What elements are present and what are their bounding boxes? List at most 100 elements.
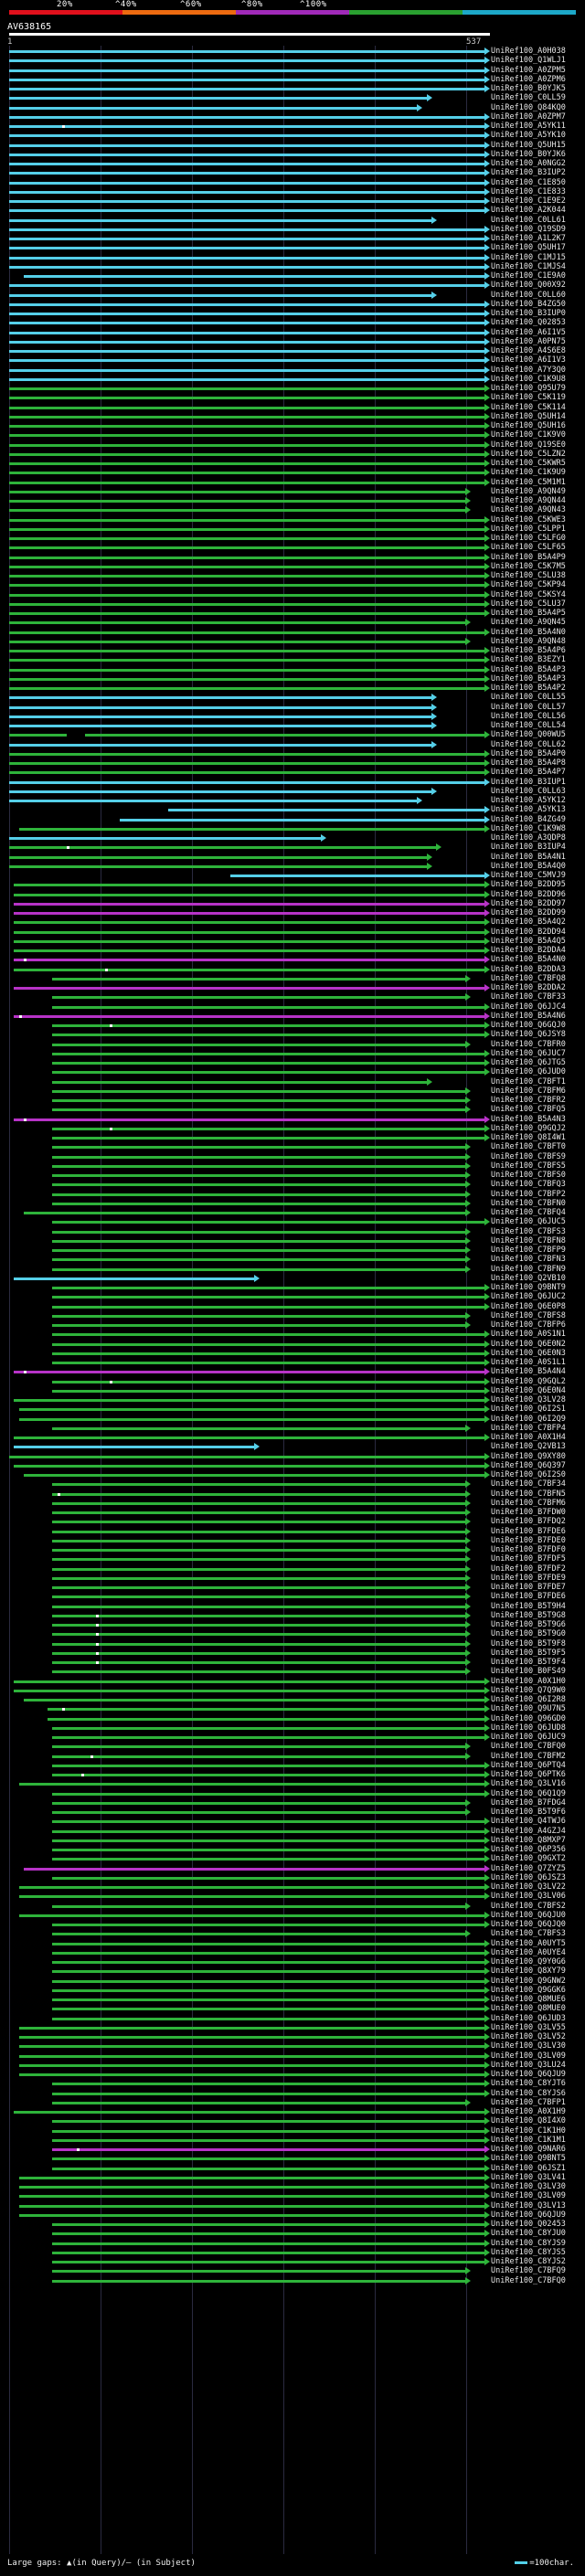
hit-label[interactable]: UniRef100_C1K9U9 — [491, 468, 566, 478]
hit-bar[interactable] — [14, 968, 484, 971]
hit-bar[interactable] — [52, 1342, 484, 1346]
hit-bar[interactable] — [9, 518, 484, 522]
hit-row[interactable]: UniRef100_B2DD96 — [0, 890, 585, 899]
hit-bar[interactable] — [18, 2036, 484, 2039]
hit-label[interactable]: UniRef100_B2DD94 — [491, 927, 566, 937]
hit-label[interactable]: UniRef100_Q4TWJ6 — [491, 1817, 566, 1827]
hit-row[interactable]: UniRef100_Q9GGK6 — [0, 1985, 585, 1995]
hit-label[interactable]: UniRef100_Q6Q1Q9 — [491, 1788, 566, 1798]
hit-bar[interactable] — [14, 884, 484, 887]
hit-label[interactable]: UniRef100_B5T9G8 — [491, 1610, 566, 1620]
hit-bar[interactable] — [52, 2008, 484, 2011]
hit-bar[interactable] — [52, 1567, 465, 1571]
hit-row[interactable]: UniRef100_A9QN45 — [0, 619, 585, 627]
hit-label[interactable]: UniRef100_Q6QJU9 — [491, 2070, 566, 2079]
hit-label[interactable]: UniRef100_C1K9U8 — [491, 374, 566, 384]
hit-row[interactable]: UniRef100_A0X1H0 — [0, 1677, 585, 1686]
hit-row[interactable]: UniRef100_C7BFQ3 — [0, 1181, 585, 1189]
hit-bar[interactable] — [9, 715, 432, 718]
hit-row[interactable]: UniRef100_Q00X92 — [0, 281, 585, 290]
hit-label[interactable]: UniRef100_B2DD95 — [491, 880, 566, 890]
hit-label[interactable]: UniRef100_C5K114 — [491, 402, 566, 412]
hit-bar[interactable] — [52, 1933, 465, 1936]
hit-label[interactable]: UniRef100_C7BFS8 — [491, 1310, 566, 1320]
hit-label[interactable]: UniRef100_C1E9A0 — [491, 271, 566, 281]
hit-bar[interactable] — [23, 1474, 484, 1477]
hit-label[interactable]: UniRef100_Q8I4X0 — [491, 2116, 566, 2126]
hit-bar[interactable] — [52, 1858, 484, 1861]
hit-label[interactable]: UniRef100_C0LL63 — [491, 786, 566, 796]
hit-label[interactable]: UniRef100_Q6PTK6 — [491, 1770, 566, 1779]
hit-row[interactable]: UniRef100_C1E833 — [0, 187, 585, 196]
hit-row[interactable]: UniRef100_A0NGG2 — [0, 160, 585, 168]
hit-row[interactable]: UniRef100_A0X1H4 — [0, 1434, 585, 1442]
hit-bar[interactable] — [52, 1052, 484, 1055]
hit-row[interactable]: UniRef100_C0LL60 — [0, 291, 585, 300]
hit-label[interactable]: UniRef100_C7BFN9 — [491, 1264, 566, 1274]
hit-row[interactable]: UniRef100_B7FDE6 — [0, 1593, 585, 1601]
hit-bar[interactable] — [9, 650, 484, 652]
hit-label[interactable]: UniRef100_Q6JSY8 — [491, 1030, 566, 1040]
hit-bar[interactable] — [14, 1680, 484, 1683]
hit-label[interactable]: UniRef100_Q6I2S1 — [491, 1405, 566, 1415]
hit-row[interactable]: UniRef100_Q6JSZ3 — [0, 1873, 585, 1882]
hit-label[interactable]: UniRef100_B5A4P9 — [491, 552, 566, 562]
hit-row[interactable]: UniRef100_C0LL56 — [0, 712, 585, 721]
hit-label[interactable]: UniRef100_B0YJK5 — [491, 84, 566, 93]
hit-label[interactable]: UniRef100_Q02453 — [491, 2220, 566, 2229]
hit-label[interactable]: UniRef100_A6I1V3 — [491, 355, 566, 366]
hit-label[interactable]: UniRef100_B3IUP0 — [491, 309, 566, 318]
hit-bar[interactable] — [52, 1829, 484, 1833]
hit-label[interactable]: UniRef100_Q6PTQ4 — [491, 1760, 566, 1770]
hit-label[interactable]: UniRef100_C1E850 — [491, 177, 566, 187]
hit-label[interactable]: UniRef100_Q6Q397 — [491, 1460, 566, 1470]
hit-label[interactable]: UniRef100_Q9GGK6 — [491, 1985, 566, 1995]
hit-label[interactable]: UniRef100_A9QN43 — [491, 505, 566, 515]
hit-row[interactable]: UniRef100_C1E850 — [0, 177, 585, 187]
hit-label[interactable]: UniRef100_Q6I2S0 — [491, 1470, 566, 1479]
hit-bar[interactable] — [167, 809, 484, 812]
hit-label[interactable]: UniRef100_B5A4Q5 — [491, 936, 566, 946]
hit-bar[interactable] — [52, 1380, 484, 1383]
hit-row[interactable]: UniRef100_B7FDF0 — [0, 1546, 585, 1554]
hit-row[interactable]: UniRef100_A5YK10 — [0, 132, 585, 140]
hit-label[interactable]: UniRef100_B4ZG50 — [491, 299, 566, 309]
hit-row[interactable]: UniRef100_C7BFS5 — [0, 1161, 585, 1171]
hit-label[interactable]: UniRef100_B5T9F5 — [491, 1648, 566, 1658]
hit-bar[interactable] — [52, 1511, 465, 1514]
hit-label[interactable]: UniRef100_B7FDF2 — [491, 1564, 566, 1574]
hit-bar[interactable] — [9, 153, 484, 156]
hit-row[interactable]: UniRef100_C7BFS3 — [0, 1227, 585, 1236]
hit-row[interactable]: UniRef100_C7BFN8 — [0, 1236, 585, 1246]
hit-row[interactable]: UniRef100_Q3LV52 — [0, 2033, 585, 2041]
hit-bar[interactable] — [52, 1998, 484, 2001]
hit-bar[interactable] — [9, 696, 432, 700]
hit-label[interactable]: UniRef100_C7BFQ3 — [491, 1180, 566, 1190]
hit-row[interactable]: UniRef100_Q02453 — [0, 2221, 585, 2229]
hit-row[interactable]: UniRef100_B3IUP4 — [0, 843, 585, 852]
hit-bar[interactable] — [52, 1249, 465, 1252]
hit-bar[interactable] — [52, 1287, 484, 1289]
hit-label[interactable]: UniRef100_A0X1H4 — [491, 1433, 566, 1442]
hit-bar[interactable] — [52, 1792, 484, 1796]
hit-bar[interactable] — [9, 397, 484, 400]
hit-bar[interactable] — [9, 415, 484, 419]
hit-row[interactable]: UniRef100_B5A4P2 — [0, 684, 585, 693]
hit-bar[interactable] — [9, 218, 432, 222]
hit-row[interactable]: UniRef100_C7BFT1 — [0, 1077, 585, 1087]
hit-row[interactable]: UniRef100_C5LF65 — [0, 544, 585, 552]
hit-label[interactable]: UniRef100_Q3LV13 — [491, 2200, 566, 2210]
hit-label[interactable]: UniRef100_C5KWE3 — [491, 514, 566, 525]
hit-label[interactable]: UniRef100_C7BFP2 — [491, 1189, 566, 1199]
hit-bar[interactable] — [52, 1614, 465, 1617]
hit-bar[interactable] — [9, 743, 432, 747]
hit-row[interactable]: UniRef100_B5A4Q5 — [0, 936, 585, 946]
hit-row[interactable]: UniRef100_B2DD99 — [0, 909, 585, 917]
hit-row[interactable]: UniRef100_C1MJ15 — [0, 252, 585, 262]
hit-bar[interactable] — [9, 125, 484, 128]
hit-label[interactable]: UniRef100_C7BFM2 — [491, 1751, 566, 1761]
hit-bar[interactable] — [52, 1774, 484, 1776]
hit-row[interactable]: UniRef100_B5T9H4 — [0, 1602, 585, 1611]
hit-bar[interactable] — [14, 949, 484, 952]
hit-label[interactable]: UniRef100_C1MJ15 — [491, 252, 566, 262]
